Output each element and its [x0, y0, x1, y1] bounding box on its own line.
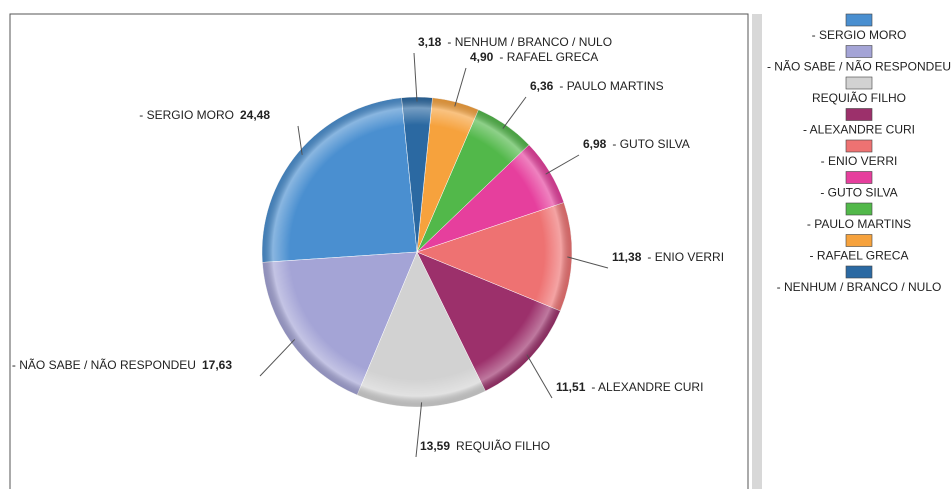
- data-label: 3,18 - NENHUM / BRANCO / NULO: [418, 35, 612, 49]
- legend-label: - RAFAEL GRECA: [810, 249, 909, 263]
- leader-line: [415, 402, 423, 458]
- label-name: - ENIO VERRI: [647, 250, 724, 264]
- label-name: REQUIÃO FILHO: [456, 439, 550, 453]
- label-name: - SERGIO MORO: [139, 108, 234, 122]
- leader-line: [413, 52, 418, 102]
- data-label: - NÃO SABE / NÃO RESPONDEU 17,63: [12, 358, 232, 372]
- label-name: - RAFAEL GRECA: [499, 50, 598, 64]
- legend-label: - SERGIO MORO: [812, 28, 907, 42]
- legend-swatch: [845, 139, 873, 153]
- legend-label: REQUIÃO FILHO: [812, 91, 906, 105]
- legend-swatch: [845, 76, 873, 90]
- legend-label: - PAULO MARTINS: [807, 217, 911, 231]
- label-value: 11,38: [612, 250, 642, 264]
- legend-swatch: [845, 13, 873, 27]
- legend-label: - GUTO SILVA: [820, 186, 897, 200]
- label-name: - GUTO SILVA: [612, 137, 689, 151]
- data-label: 11,38 - ENIO VERRI: [612, 250, 724, 264]
- label-name: - NENHUM / BRANCO / NULO: [447, 35, 612, 49]
- label-name: - PAULO MARTINS: [559, 79, 663, 93]
- data-label: - SERGIO MORO 24,48: [139, 108, 270, 122]
- data-label: 6,36 - PAULO MARTINS: [530, 79, 664, 93]
- legend-swatch: [845, 265, 873, 279]
- label-value: 4,90: [470, 50, 494, 64]
- data-label: 11,51 - ALEXANDRE CURI: [556, 380, 703, 394]
- label-value: 17,63: [202, 358, 232, 372]
- legend-swatch: [845, 108, 873, 121]
- legend-label: - NENHUM / BRANCO / NULO: [777, 280, 942, 294]
- legend-label: - ALEXANDRE CURI: [803, 123, 915, 137]
- data-label: 4,90 - RAFAEL GRECA: [470, 50, 598, 64]
- leader-line: [567, 256, 609, 269]
- legend-label: - NÃO SABE / NÃO RESPONDEU: [767, 60, 951, 74]
- label-value: 6,36: [530, 79, 554, 93]
- label-value: 6,98: [583, 137, 607, 151]
- data-label: 13,59 REQUIÃO FILHO: [420, 439, 550, 453]
- legend-swatch: [845, 171, 873, 184]
- label-value: 24,48: [240, 108, 270, 122]
- data-label: 6,98 - GUTO SILVA: [583, 137, 690, 151]
- label-value: 3,18: [418, 35, 442, 49]
- legend-swatch: [845, 202, 873, 216]
- legend-swatch: [845, 45, 873, 58]
- label-name: - ALEXANDRE CURI: [591, 380, 703, 394]
- legend-label: - ENIO VERRI: [821, 154, 898, 168]
- label-value: 13,59: [420, 439, 450, 453]
- label-value: 11,51: [556, 380, 586, 394]
- legend-swatch: [845, 234, 873, 247]
- frame-shadow: [752, 14, 762, 489]
- label-name: - NÃO SABE / NÃO RESPONDEU: [12, 358, 196, 372]
